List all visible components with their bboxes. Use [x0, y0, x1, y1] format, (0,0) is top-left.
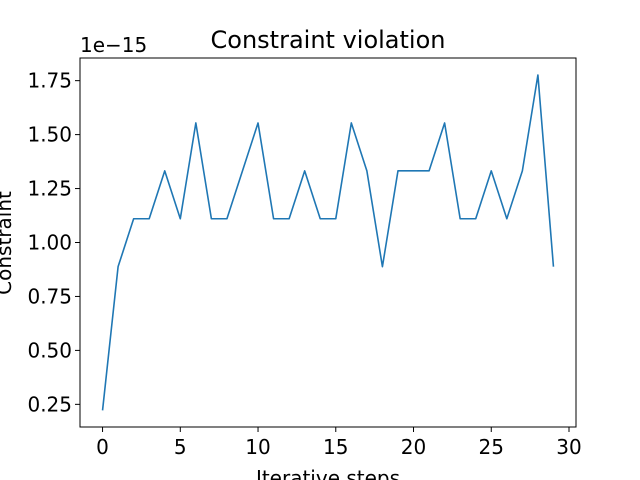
y-tick-label: 1.25 [27, 177, 72, 201]
series-group [101, 74, 555, 411]
y-tick-label: 1.75 [27, 69, 72, 93]
y-offset-text: 1e−15 [80, 33, 147, 57]
x-tick-label: 10 [245, 435, 270, 459]
x-tick-label: 25 [479, 435, 504, 459]
y-ticks: 0.25 0.50 0.75 1.00 1.25 1.50 1.75 [27, 69, 80, 416]
plot-frame [79, 57, 577, 428]
chart-title: Constraint violation [211, 26, 446, 54]
series-line [101, 74, 555, 411]
x-axis-label: Iterative steps [256, 466, 400, 480]
y-tick-label: 1.00 [27, 231, 72, 255]
x-tick-label: 30 [556, 435, 581, 459]
x-tick-label: 15 [323, 435, 348, 459]
x-tick-label: 5 [174, 435, 187, 459]
y-tick-label: 1.50 [27, 123, 72, 147]
y-tick-label: 0.75 [27, 284, 72, 308]
y-tick-label: 0.25 [27, 392, 72, 416]
y-axis-label: Constraint [0, 191, 16, 295]
x-ticks: 0 5 10 15 20 25 30 [96, 427, 582, 459]
y-tick-label: 0.50 [27, 338, 72, 362]
x-tick-label: 0 [96, 435, 109, 459]
x-tick-label: 20 [401, 435, 426, 459]
